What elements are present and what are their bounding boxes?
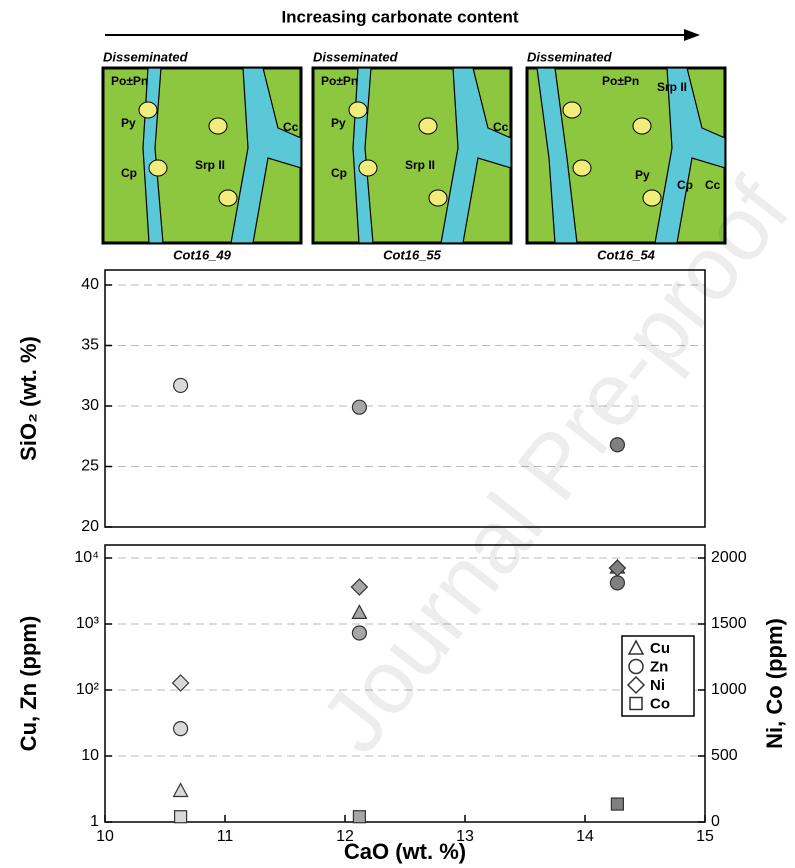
y2-tick-label: 1000 [711, 681, 747, 698]
mineral-label: Cp [677, 178, 693, 192]
marker-diamond [171, 674, 190, 692]
y2-tick-label: 2000 [711, 549, 747, 566]
mineral-label: Po±Pn [602, 74, 639, 88]
vein [230, 67, 302, 244]
x-tick-label: 12 [336, 828, 354, 845]
y2-tick-label: 1500 [711, 615, 747, 632]
marker-circle [609, 437, 626, 453]
plot-frame [104, 544, 706, 823]
panel-style: Disseminated [103, 49, 189, 64]
vein [440, 67, 512, 244]
y2-tick-label: 0 [711, 813, 720, 830]
marker-diamond [350, 578, 369, 596]
legend-label: Zn [650, 658, 668, 675]
marker-triangle [627, 639, 645, 655]
y-tick-label: 10⁴ [74, 549, 99, 566]
mineral-label: Py [121, 116, 136, 130]
sulfide [632, 117, 652, 135]
x-tick-label: 14 [576, 828, 594, 845]
y-tick-label: 10³ [76, 615, 100, 632]
x-tick-label: 10 [96, 828, 114, 845]
legend-label: Co [650, 695, 670, 712]
sulfide [348, 101, 368, 119]
sulfide [208, 117, 228, 135]
y-tick-label: 20 [81, 518, 99, 535]
sulfide [138, 101, 158, 119]
sulfide [148, 159, 168, 177]
marker-triangle [172, 782, 189, 798]
y-tick-label: 35 [81, 337, 99, 354]
vein [536, 67, 578, 244]
y2-axis-label: Ni, Co (ppm) [762, 618, 787, 749]
y-axis-label: Cu, Zn (ppm) [16, 616, 41, 752]
plot-frame [104, 269, 706, 528]
mineral-label: Py [331, 116, 346, 130]
y-tick-label: 25 [81, 458, 99, 475]
marker-circle [628, 658, 644, 675]
mineral-label: Po±Pn [111, 74, 148, 88]
vein [654, 67, 726, 244]
sulfide [418, 117, 438, 135]
mineral-label: Srp II [657, 80, 687, 94]
mineral-label: Srp II [405, 158, 435, 172]
marker-circle [351, 399, 367, 415]
y-tick-label: 1 [90, 813, 99, 830]
marker-square [610, 797, 625, 811]
panel-style: Disseminated [313, 49, 399, 64]
marker-circle [609, 575, 626, 591]
marker-diamond [626, 675, 646, 695]
x-tick-label: 11 [217, 828, 234, 845]
marker-square [352, 810, 366, 824]
mineral-label: Cp [331, 166, 347, 180]
marker-circle [173, 721, 189, 737]
sulfide [428, 189, 448, 207]
y-tick-label: 30 [81, 397, 99, 414]
sulfide [562, 101, 582, 119]
marker-diamond [608, 559, 627, 577]
sample-name: Cot16_55 [383, 247, 442, 262]
mineral-label: Py [635, 168, 650, 182]
y-tick-label: 10² [76, 681, 100, 698]
marker-circle [351, 625, 367, 641]
arrow-label: Increasing carbonate content [281, 7, 518, 26]
arrow-head [684, 29, 700, 41]
mineral-label: Cc [493, 120, 509, 134]
x-tick-label: 15 [696, 828, 714, 845]
sulfide [358, 159, 378, 177]
sample-name: Cot16_49 [173, 247, 232, 262]
mineral-label: Cc [705, 178, 721, 192]
watermark: Journal Pre-proof [302, 161, 795, 771]
panel-style: Disseminated [527, 49, 613, 64]
mineral-label: Srp II [195, 158, 225, 172]
sample-name: Cot16_54 [597, 247, 656, 262]
marker-square [629, 696, 643, 711]
sulfide [218, 189, 238, 207]
legend-label: Ni [650, 677, 665, 694]
mineral-label: Cp [121, 166, 137, 180]
legend-label: Cu [650, 640, 670, 657]
x-tick-label: 13 [456, 828, 474, 845]
mineral-label: Po±Pn [321, 74, 358, 88]
y-tick-label: 10 [81, 747, 99, 764]
y-axis-label: SiO₂ (wt. %) [16, 336, 41, 461]
sulfide [572, 159, 592, 177]
marker-square [174, 810, 188, 824]
y-tick-label: 40 [81, 276, 99, 293]
marker-triangle [351, 604, 368, 619]
marker-circle [173, 377, 189, 394]
sulfide [642, 189, 662, 207]
mineral-label: Cc [283, 120, 299, 134]
y2-tick-label: 500 [711, 747, 738, 764]
x-axis-label: CaO (wt. %) [344, 839, 466, 864]
